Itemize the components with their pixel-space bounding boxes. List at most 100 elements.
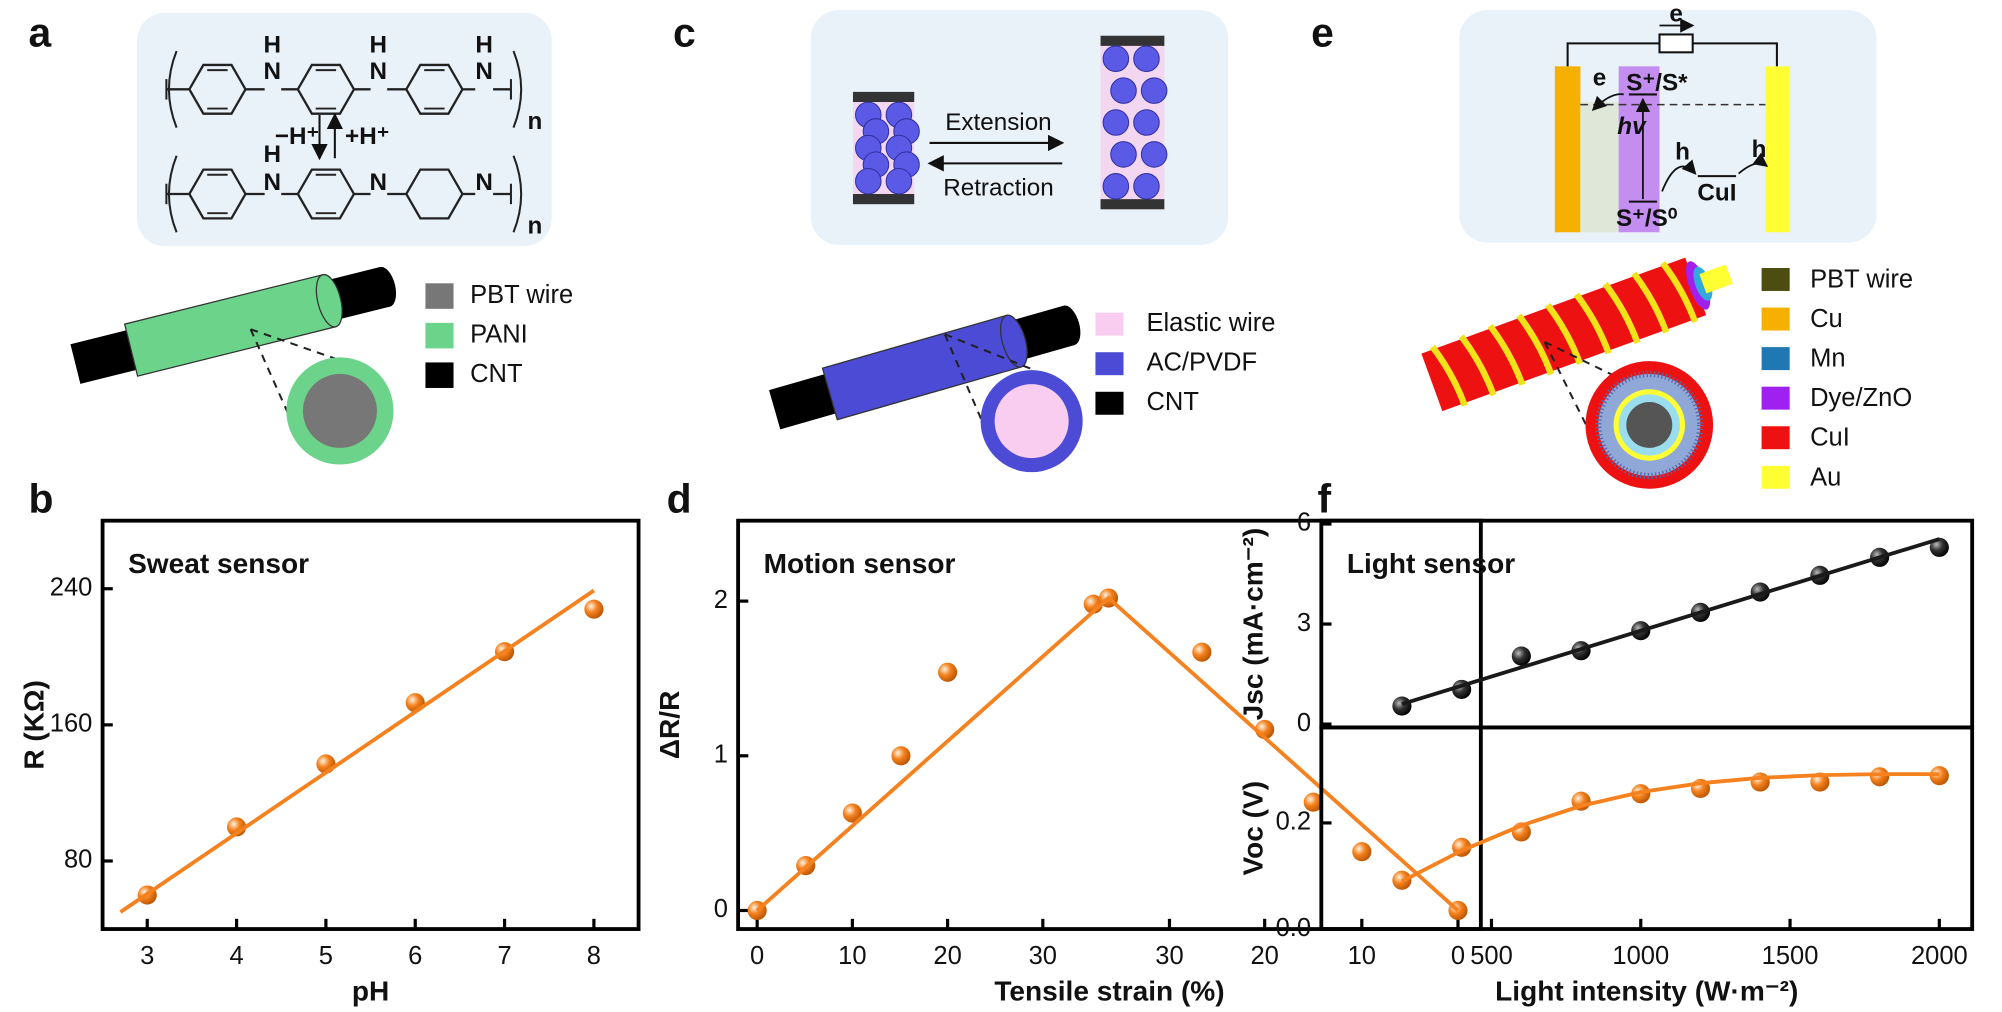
legend-swatch bbox=[1095, 312, 1124, 336]
spiral bbox=[1573, 292, 1612, 355]
energy-label: h bbox=[1675, 139, 1690, 166]
fiber-end bbox=[1057, 305, 1081, 346]
fiber bbox=[70, 266, 397, 384]
legend-label: CNT bbox=[470, 360, 522, 388]
fiber-sleeve bbox=[123, 273, 337, 377]
y-tick-label: 240 bbox=[50, 573, 93, 601]
plot-frame bbox=[1319, 725, 1975, 931]
particle bbox=[885, 167, 913, 195]
x-tick-label: 0 bbox=[1451, 942, 1465, 970]
energy-label: CuI bbox=[1697, 179, 1736, 206]
y-tick-label: 6 bbox=[1297, 509, 1311, 537]
arrow-label: Extension bbox=[945, 109, 1051, 136]
legend-label: AC/PVDF bbox=[1146, 348, 1257, 376]
sleeve-end bbox=[315, 273, 343, 328]
y-tick-label: 0.2 bbox=[1276, 808, 1311, 836]
x-tick-label: 4 bbox=[229, 942, 243, 970]
equilibrium-label: +H⁺ bbox=[345, 123, 389, 150]
x-tick-label: 1000 bbox=[1612, 942, 1669, 970]
data-point bbox=[1192, 642, 1212, 662]
atom-label: H bbox=[475, 31, 493, 58]
fit-line bbox=[119, 588, 595, 914]
legend-label: Dye/ZnO bbox=[1810, 384, 1912, 412]
x-axis-label: Tensile strain (%) bbox=[994, 975, 1224, 1006]
spiral bbox=[1602, 282, 1641, 344]
legend-swatch bbox=[1761, 426, 1790, 450]
legend-label: Elastic wire bbox=[1146, 309, 1275, 337]
bracket bbox=[168, 50, 178, 128]
legend-label: Au bbox=[1810, 463, 1841, 491]
electrode-cap bbox=[1100, 199, 1165, 210]
chart-title: Light sensor bbox=[1347, 548, 1515, 579]
spiral bbox=[1487, 323, 1526, 386]
chart-title: Sweat sensor bbox=[128, 548, 309, 579]
atom-label: N bbox=[475, 169, 493, 196]
data-point bbox=[1750, 772, 1770, 792]
x-tick-label: 500 bbox=[1470, 942, 1513, 970]
spiral bbox=[1660, 261, 1699, 323]
energy-label: e bbox=[1669, 1, 1682, 28]
x-tick-label: 10 bbox=[1348, 942, 1376, 970]
dash bbox=[1543, 341, 1630, 430]
y-tick-label: 160 bbox=[50, 710, 93, 738]
legend-swatch bbox=[1095, 391, 1124, 415]
spiral bbox=[1429, 344, 1468, 407]
y-tick-label: 80 bbox=[64, 846, 92, 874]
particle bbox=[1102, 173, 1130, 200]
spiral bbox=[1516, 313, 1555, 376]
atom-label: N bbox=[264, 58, 282, 85]
y-tick-label: 0.0 bbox=[1276, 914, 1311, 942]
x-tick-label: 30 bbox=[1155, 942, 1183, 970]
atom-label: N bbox=[264, 169, 282, 196]
atom-label: N bbox=[369, 169, 387, 196]
cross-section-core bbox=[1626, 401, 1673, 448]
electrode-cap bbox=[852, 91, 915, 103]
bracket bbox=[512, 155, 523, 233]
energy-label: h bbox=[1752, 136, 1767, 163]
legend-swatch bbox=[1761, 347, 1790, 371]
energy-label: hv bbox=[1617, 113, 1647, 140]
x-tick-label: 0 bbox=[750, 942, 764, 970]
x-tick-label: 20 bbox=[1250, 942, 1278, 970]
particle bbox=[855, 167, 882, 195]
arrow bbox=[1738, 152, 1769, 175]
sleeve-end bbox=[999, 314, 1028, 368]
arrow bbox=[1661, 159, 1697, 192]
spiral bbox=[1545, 302, 1583, 365]
data-point bbox=[1810, 772, 1830, 792]
y-tick-label: 3 bbox=[1297, 609, 1311, 637]
x-tick-label: 5 bbox=[319, 942, 333, 970]
electrode bbox=[1765, 66, 1790, 233]
spiral bbox=[1631, 271, 1670, 334]
particle bbox=[1102, 109, 1130, 136]
legend-swatch bbox=[1761, 267, 1790, 291]
x-tick-label: 6 bbox=[408, 942, 422, 970]
panel-letter: e bbox=[1311, 10, 1334, 56]
legend-label: CNT bbox=[1146, 388, 1198, 416]
subscript: n bbox=[528, 213, 543, 240]
legend-label: PBT wire bbox=[1810, 265, 1913, 293]
panel-letter: d bbox=[667, 475, 692, 521]
y-axis-label: Voc (V) bbox=[1237, 781, 1268, 876]
legend-label: Mn bbox=[1810, 345, 1845, 373]
x-tick-label: 30 bbox=[1029, 942, 1057, 970]
electrode-cap bbox=[1100, 35, 1165, 46]
legend-swatch bbox=[425, 362, 454, 388]
atom-label: H bbox=[369, 31, 387, 58]
legend-swatch bbox=[1761, 465, 1790, 489]
particle bbox=[1133, 45, 1160, 72]
x-tick-label: 3 bbox=[140, 942, 154, 970]
atom-label: N bbox=[475, 58, 493, 85]
legend-label: PBT wire bbox=[470, 281, 573, 309]
y-axis-label: Jsc (mA·cm⁻²) bbox=[1237, 528, 1268, 721]
particle bbox=[1133, 109, 1160, 136]
x-tick-label: 20 bbox=[933, 942, 961, 970]
bracket bbox=[512, 50, 523, 128]
plot-frame bbox=[100, 518, 641, 931]
x-axis-label: pH bbox=[352, 975, 389, 1006]
panel-letter: b bbox=[29, 475, 54, 521]
electrode-cap bbox=[852, 193, 915, 205]
atom-label: N bbox=[369, 58, 387, 85]
